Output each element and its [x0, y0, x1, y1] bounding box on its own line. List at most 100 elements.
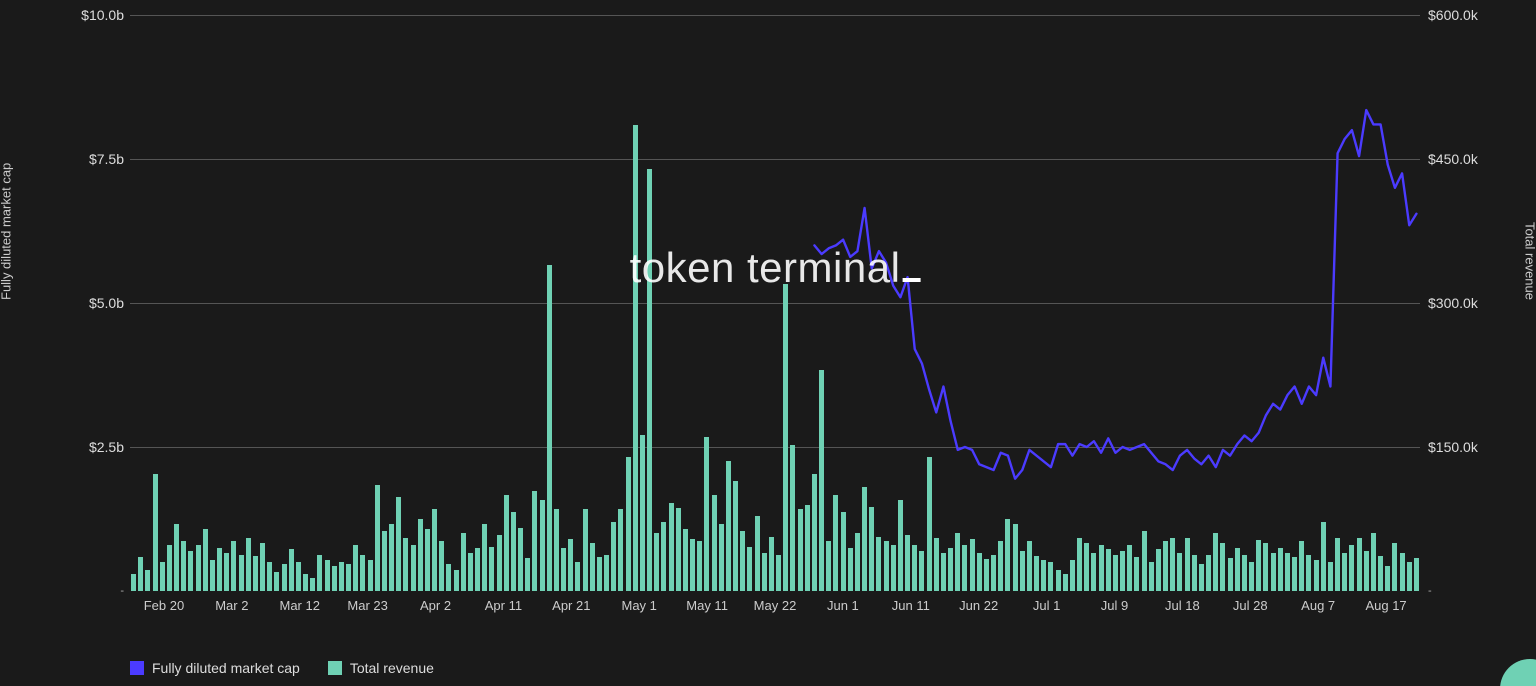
- revenue-bar: [626, 457, 631, 591]
- revenue-bar: [683, 529, 688, 591]
- revenue-bar: [138, 557, 143, 591]
- revenue-bar: [325, 560, 330, 591]
- revenue-bar: [905, 535, 910, 591]
- revenue-bar: [1400, 553, 1405, 591]
- x-tick-label: May 1: [622, 598, 657, 613]
- revenue-bar: [160, 562, 165, 591]
- y-axis-left-title: Fully diluted market cap: [0, 163, 14, 300]
- revenue-bar: [805, 505, 810, 591]
- revenue-bar: [1041, 560, 1046, 591]
- x-axis-labels: Feb 20Mar 2Mar 12Mar 23Apr 2Apr 11Apr 21…: [130, 598, 1420, 618]
- revenue-bar: [1177, 553, 1182, 591]
- revenue-bar: [353, 545, 358, 591]
- revenue-bar: [647, 169, 652, 591]
- revenue-bar: [812, 474, 817, 591]
- y-left-tick-label: -: [120, 585, 124, 597]
- revenue-bar: [1357, 538, 1362, 591]
- revenue-bar: [747, 547, 752, 591]
- revenue-bar: [1220, 543, 1225, 591]
- x-tick-label: Aug 7: [1301, 598, 1335, 613]
- revenue-bar: [317, 555, 322, 591]
- revenue-bar: [948, 548, 953, 591]
- revenue-bar: [984, 559, 989, 591]
- revenue-bar: [1185, 538, 1190, 591]
- revenue-bar: [697, 541, 702, 591]
- y-right-tick-label: $300.0k: [1428, 295, 1478, 311]
- revenue-bar: [977, 553, 982, 591]
- revenue-bar: [396, 497, 401, 591]
- revenue-bar: [970, 539, 975, 591]
- revenue-bar: [389, 524, 394, 591]
- revenue-bar: [769, 537, 774, 591]
- revenue-bar: [403, 538, 408, 591]
- legend-item-marketcap: Fully diluted market cap: [130, 660, 300, 676]
- revenue-bar: [783, 284, 788, 591]
- revenue-bar: [339, 562, 344, 591]
- revenue-bar: [1048, 562, 1053, 591]
- y-left-tick-label: $2.5b: [89, 439, 124, 455]
- revenue-bar: [919, 551, 924, 591]
- revenue-bar: [798, 509, 803, 591]
- revenue-bar: [762, 553, 767, 591]
- revenue-bar: [1120, 551, 1125, 591]
- revenue-bar: [790, 445, 795, 591]
- x-tick-label: Apr 21: [552, 598, 590, 613]
- revenue-bar: [145, 570, 150, 591]
- revenue-bar: [1213, 533, 1218, 591]
- revenue-bar: [1335, 538, 1340, 591]
- revenue-bar: [1271, 553, 1276, 591]
- revenue-bar: [1378, 556, 1383, 591]
- revenue-bar: [640, 435, 645, 591]
- x-tick-label: Jul 9: [1101, 598, 1128, 613]
- revenue-bar: [188, 551, 193, 591]
- revenue-bar: [862, 487, 867, 591]
- revenue-bar: [246, 538, 251, 591]
- revenue-bar: [425, 529, 430, 591]
- revenue-bar: [1034, 556, 1039, 591]
- revenue-bar: [611, 522, 616, 591]
- revenue-bar: [196, 545, 201, 591]
- revenue-bar: [439, 541, 444, 591]
- revenue-bar: [927, 457, 932, 591]
- x-tick-label: Mar 23: [347, 598, 387, 613]
- x-tick-label: May 22: [754, 598, 797, 613]
- revenue-bar: [1020, 551, 1025, 591]
- revenue-bar: [590, 543, 595, 591]
- revenue-bar: [1342, 553, 1347, 591]
- revenue-bar: [497, 535, 502, 591]
- revenue-bar: [1113, 555, 1118, 591]
- revenue-bar: [633, 125, 638, 591]
- revenue-bar: [1364, 551, 1369, 591]
- revenue-bar: [561, 548, 566, 591]
- revenue-bar: [676, 508, 681, 591]
- revenue-bar: [239, 555, 244, 591]
- legend-swatch-revenue: [328, 661, 342, 675]
- revenue-bar: [1349, 545, 1354, 591]
- revenue-bar: [504, 495, 509, 591]
- revenue-bar: [1299, 541, 1304, 591]
- revenue-bar: [869, 507, 874, 591]
- revenue-bar: [267, 562, 272, 591]
- revenue-bar: [1005, 519, 1010, 591]
- revenue-bar: [654, 533, 659, 591]
- revenue-bar: [210, 560, 215, 591]
- x-tick-label: Apr 2: [420, 598, 451, 613]
- revenue-bar: [224, 553, 229, 591]
- revenue-bar: [181, 541, 186, 591]
- revenue-bar: [446, 564, 451, 591]
- revenue-bar: [231, 541, 236, 591]
- revenue-bar: [253, 556, 258, 591]
- x-tick-label: Jun 1: [827, 598, 859, 613]
- revenue-bar: [998, 541, 1003, 591]
- revenue-bar: [1070, 560, 1075, 591]
- revenue-bar: [740, 531, 745, 591]
- x-tick-label: Jun 11: [892, 598, 930, 613]
- revenue-bar: [1156, 549, 1161, 591]
- revenue-bar: [174, 524, 179, 591]
- revenue-bar: [962, 545, 967, 591]
- revenue-bar: [891, 545, 896, 591]
- revenue-bar: [597, 557, 602, 591]
- legend-label-revenue: Total revenue: [350, 660, 434, 676]
- revenue-bar: [661, 522, 666, 591]
- legend-label-marketcap: Fully diluted market cap: [152, 660, 300, 676]
